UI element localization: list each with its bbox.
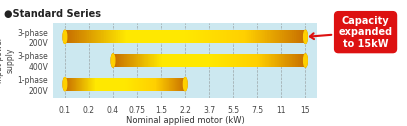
Ellipse shape xyxy=(184,78,187,91)
Y-axis label: Input power
supply: Input power supply xyxy=(0,37,15,84)
X-axis label: Nominal applied motor (kW): Nominal applied motor (kW) xyxy=(126,116,245,125)
Ellipse shape xyxy=(111,54,115,67)
Text: Capacity
expanded
to 15kW: Capacity expanded to 15kW xyxy=(310,15,393,49)
Ellipse shape xyxy=(304,54,307,67)
Ellipse shape xyxy=(63,30,67,43)
Ellipse shape xyxy=(184,78,187,91)
Ellipse shape xyxy=(63,78,67,91)
Ellipse shape xyxy=(304,54,307,67)
Ellipse shape xyxy=(304,30,307,43)
Ellipse shape xyxy=(111,54,115,67)
Ellipse shape xyxy=(63,78,67,91)
Ellipse shape xyxy=(63,30,67,43)
Ellipse shape xyxy=(304,30,307,43)
Text: ●Standard Series: ●Standard Series xyxy=(4,9,101,19)
